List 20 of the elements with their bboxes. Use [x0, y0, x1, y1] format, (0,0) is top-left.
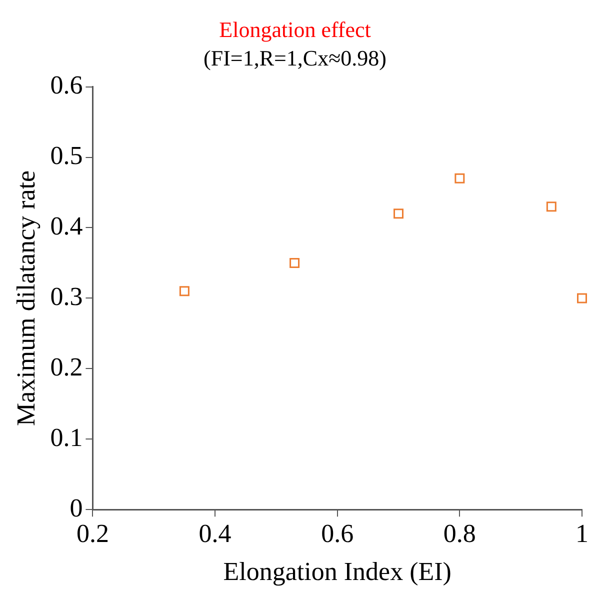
chart-subtitle: (FI=1,R=1,Cx≈0.98) — [204, 45, 386, 70]
x-tick-label: 0.8 — [443, 519, 476, 548]
y-tick-label: 0.2 — [50, 352, 83, 382]
point — [454, 173, 465, 184]
y-tick-label: 0.4 — [50, 212, 83, 241]
x-axis-title: Elongation Index (EI) — [223, 557, 452, 586]
y-tick-label: 0.5 — [50, 141, 83, 170]
x-tick-label: 0.4 — [198, 519, 232, 548]
y-tick-label: 0.1 — [50, 422, 83, 452]
point — [394, 208, 404, 219]
y-tick-label: 0.3 — [50, 282, 83, 312]
point — [577, 293, 587, 304]
x-tick-label: 1 — [576, 519, 588, 548]
x-tick-label: 0.6 — [321, 519, 354, 548]
point — [179, 286, 190, 296]
point — [546, 202, 556, 212]
point — [290, 258, 300, 268]
chart-title: Elongation effect — [219, 16, 371, 42]
y-tick-label: 0.6 — [50, 70, 83, 100]
y-axis-title: Maximum dilatancy rate — [11, 170, 40, 426]
